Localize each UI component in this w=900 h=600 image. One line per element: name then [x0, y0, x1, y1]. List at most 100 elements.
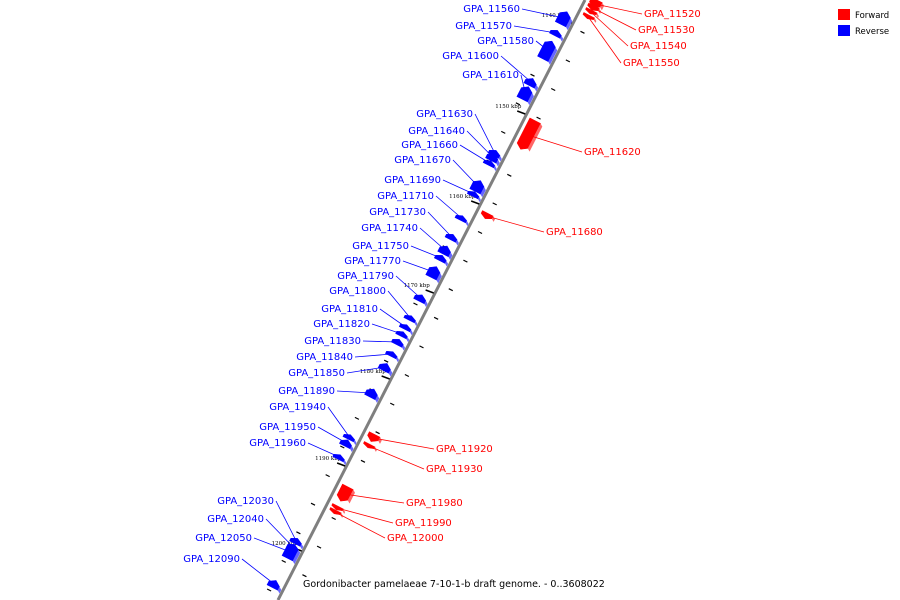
gene-label[interactable]: GPA_11940 [269, 402, 326, 413]
gene-label[interactable]: GPA_11710 [377, 191, 434, 202]
minor-tick [383, 359, 389, 363]
gene-glyph [549, 30, 564, 42]
gene-connector [466, 130, 493, 158]
gene-glyph [437, 245, 453, 260]
gene-label[interactable]: GPA_11600 [442, 51, 499, 62]
tick-label: 1180 kbp [360, 369, 387, 375]
gene-connector [594, 3, 643, 15]
gene-connector [520, 74, 526, 94]
gene-label[interactable]: GPA_12090 [183, 554, 240, 565]
gene-connector [336, 507, 394, 524]
gene-glyph [398, 324, 413, 336]
gene-label[interactable]: GPA_12030 [217, 496, 274, 507]
gene-connector [435, 195, 462, 219]
gene-connector [372, 437, 435, 450]
gene-glyph [336, 483, 355, 504]
minor-tick [413, 302, 418, 306]
gene-label[interactable]: GPA_11750 [352, 241, 409, 252]
gene-glyph [585, 7, 599, 18]
gene-glyph [554, 11, 573, 31]
gene-glyph [339, 439, 354, 452]
gene-label[interactable]: GPA_11610 [462, 70, 519, 81]
gene-label[interactable]: GPA_11570 [455, 21, 512, 32]
gene-connector [346, 366, 386, 374]
gene-label[interactable]: GPA_11580 [477, 36, 534, 47]
gene-glyph [537, 40, 558, 65]
gene-label[interactable]: GPA_11730 [369, 207, 426, 218]
tick-label: 1200 kbp [272, 541, 299, 547]
minor-tick [281, 559, 287, 563]
gene-connector [327, 406, 350, 438]
tick-label: 1160 kbp [449, 194, 476, 200]
gene-label[interactable]: GPA_11660 [401, 140, 458, 151]
gene-label[interactable]: GPA_11790 [337, 271, 394, 282]
gene-connector [334, 511, 386, 539]
gene-glyph [516, 86, 534, 106]
gene-connector [452, 159, 479, 187]
gene-label[interactable]: GPA_11670 [394, 155, 451, 166]
gene-glyph [413, 294, 428, 307]
gene-label[interactable]: GPA_11890 [278, 386, 335, 397]
gene-label[interactable]: GPA_11680 [546, 227, 603, 238]
gene-connector [275, 500, 297, 542]
gene-label[interactable]: GPA_11540 [630, 41, 687, 52]
minor-tick [375, 431, 380, 435]
gene-glyph [289, 538, 304, 550]
gene-label[interactable]: GPA_11960 [249, 438, 306, 449]
gene-label[interactable]: GPA_11950 [259, 422, 316, 433]
gene-connector [387, 290, 411, 319]
minor-tick [389, 402, 395, 406]
gene-label[interactable]: GPA_11690 [384, 175, 441, 186]
gene-label[interactable]: GPA_11560 [463, 4, 520, 15]
minor-tick [530, 73, 535, 77]
minor-tick [310, 502, 316, 506]
gene-label[interactable]: GPA_11990 [395, 518, 452, 529]
gene-label[interactable]: GPA_11830 [304, 336, 361, 347]
gene-glyph [364, 388, 380, 403]
gene-label[interactable]: GPA_11550 [623, 58, 680, 69]
gene-connector [500, 55, 532, 83]
gene-label[interactable]: GPA_11840 [296, 352, 353, 363]
gene-glyph [482, 160, 497, 172]
major-tick [516, 110, 526, 115]
minor-tick [354, 416, 360, 420]
gene-connector [344, 493, 405, 504]
gene-label[interactable]: GPA_11820 [313, 319, 370, 330]
gene-label[interactable]: GPA_12040 [207, 514, 264, 525]
gene-connector [307, 442, 340, 458]
gene-label[interactable]: GPA_12000 [387, 533, 444, 544]
minor-tick [433, 316, 439, 320]
gene-glyph [281, 545, 300, 565]
gene-glyph [523, 78, 539, 92]
minor-tick [507, 173, 512, 177]
legend-reverse-label: Reverse [855, 27, 889, 37]
gene-connector [336, 390, 372, 394]
gene-label[interactable]: GPA_12050 [195, 533, 252, 544]
gene-label[interactable]: GPA_11850 [288, 368, 345, 379]
gene-label[interactable]: GPA_11520 [644, 9, 701, 20]
gene-glyph [454, 215, 469, 227]
gene-label[interactable]: GPA_11530 [638, 25, 695, 36]
gene-label[interactable]: GPA_11630 [416, 109, 473, 120]
gene-connector [354, 353, 392, 358]
gene-label[interactable]: GPA_11740 [361, 223, 418, 234]
gene-connector [442, 179, 474, 195]
minor-tick [463, 259, 468, 263]
gene-connector [474, 113, 496, 154]
gene-connector [513, 25, 557, 34]
gene-connector [395, 275, 421, 299]
gene-label[interactable]: GPA_11620 [584, 147, 641, 158]
minor-tick [360, 459, 366, 463]
gene-label[interactable]: GPA_11920 [436, 444, 493, 455]
major-tick [381, 375, 390, 380]
gene-glyph [469, 180, 486, 198]
gene-label[interactable]: GPA_11800 [329, 286, 386, 297]
genome-backbone [276, 0, 587, 600]
gene-label[interactable]: GPA_11810 [321, 304, 378, 315]
gene-label[interactable]: GPA_11980 [406, 498, 463, 509]
gene-label[interactable]: GPA_11770 [344, 256, 401, 267]
gene-label[interactable]: GPA_11930 [426, 464, 483, 475]
tick-label: 1150 kbp [495, 104, 522, 110]
tick-label: 1190 kbp [315, 456, 342, 462]
gene-label[interactable]: GPA_11640 [408, 126, 465, 137]
